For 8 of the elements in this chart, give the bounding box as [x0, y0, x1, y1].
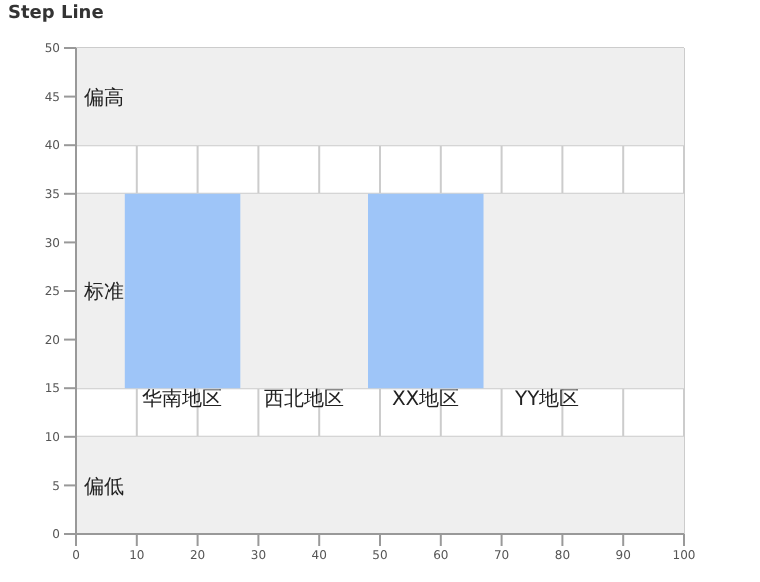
annotation: XX地区 — [391, 387, 460, 412]
band-label: 标准 — [82, 280, 124, 305]
chart-title: Step Line — [8, 4, 104, 24]
annotation: YY地区 — [512, 387, 580, 412]
annotation: 华南地区 — [142, 387, 223, 412]
band-label: 偏低 — [84, 474, 124, 499]
annotation: 西北地区 — [264, 387, 344, 412]
band-label: 偏高 — [84, 85, 124, 110]
